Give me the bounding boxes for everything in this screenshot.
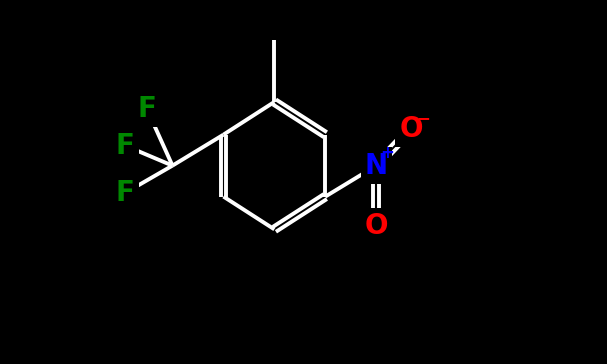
Text: +: + [380, 144, 394, 162]
Text: O: O [365, 212, 388, 240]
Text: F: F [116, 132, 135, 159]
Text: F: F [138, 95, 157, 123]
Text: O: O [399, 115, 422, 143]
Text: N: N [365, 152, 388, 179]
Text: F: F [116, 179, 135, 207]
Text: −: − [416, 109, 430, 127]
